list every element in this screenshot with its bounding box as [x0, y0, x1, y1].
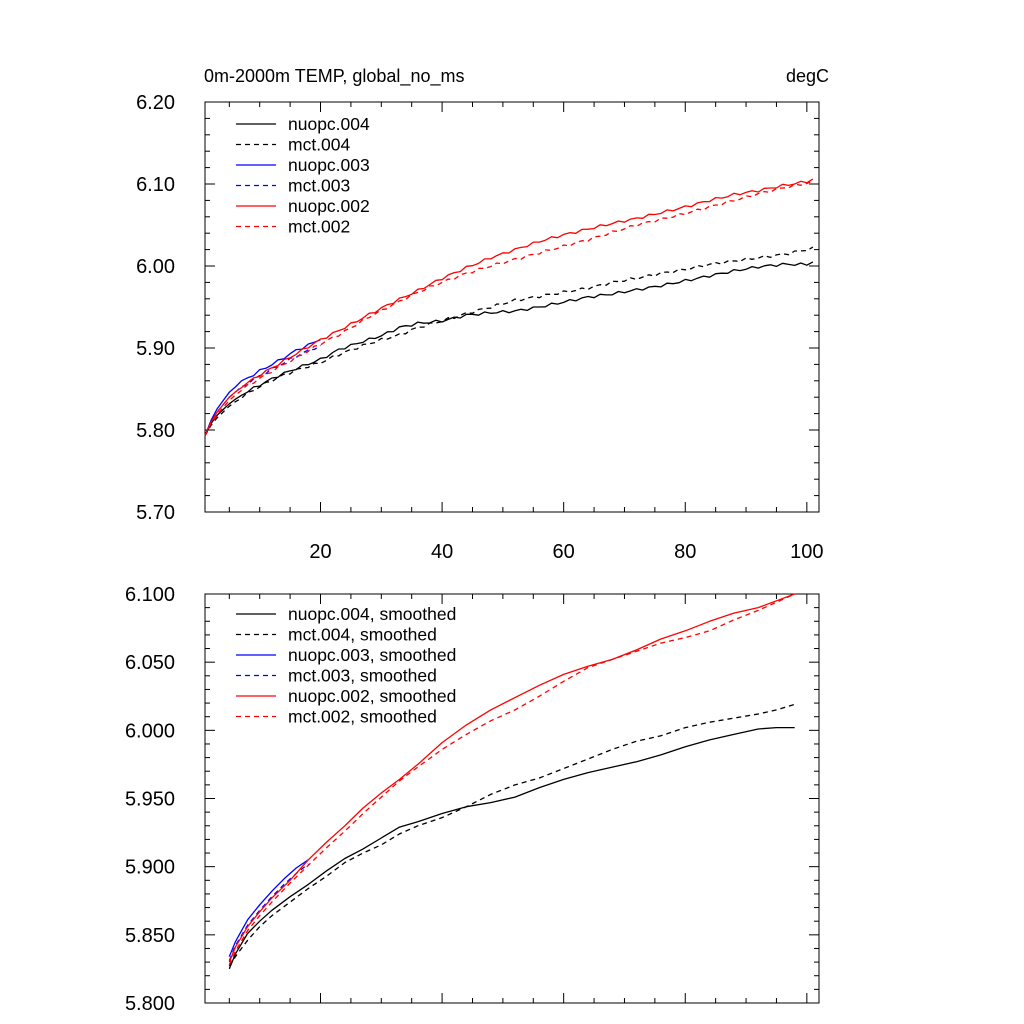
y-tick-label: 5.70 — [136, 502, 175, 524]
series-line-mct-003 — [204, 344, 321, 436]
chart-title-left: 0m-2000m TEMP, global_no_ms — [204, 66, 464, 87]
plot-frame — [204, 101, 820, 513]
series-line-nuopc-004 — [204, 261, 814, 436]
y-tick-label: 6.20 — [136, 92, 175, 114]
series-line-mct-004 — [204, 246, 814, 437]
legend-label: mct.003 — [288, 176, 350, 196]
y-tick-label: 5.850 — [125, 925, 175, 947]
legend-label: nuopc.002, smoothed — [288, 686, 456, 706]
legend-label: mct.004, smoothed — [288, 625, 437, 645]
legend-label: mct.003, smoothed — [288, 666, 437, 686]
top-panel-chart: 0m-2000m TEMP, global_no_ms degC 5.70 5.8… — [136, 66, 829, 563]
series-line-mct-004-smoothed — [228, 703, 795, 967]
series-line-nuopc-004-smoothed — [228, 726, 795, 970]
y-tick-label: 5.950 — [125, 789, 175, 811]
series-line-mct-002-smoothed — [228, 593, 795, 966]
chart-title-right: degC — [786, 66, 829, 86]
x-tick-label: 20 — [309, 541, 331, 563]
series-line-nuopc-002-smoothed — [228, 593, 795, 963]
y-tick-label: 6.10 — [136, 174, 175, 196]
x-tick-label: 60 — [553, 541, 575, 563]
y-tick-label: 6.00 — [136, 256, 175, 278]
y-tick-label: 6.100 — [125, 584, 175, 606]
legend-label: nuopc.004 — [288, 114, 370, 134]
legend-label: nuopc.004, smoothed — [288, 604, 456, 624]
y-tick-label: 5.800 — [125, 993, 175, 1015]
legend-label: nuopc.002 — [288, 196, 370, 216]
bottom-panel-chart: 5.800 5.850 5.900 5.950 6.000 6.050 6.100 nuopc… — [125, 584, 820, 1015]
legend-label: mct.002 — [288, 217, 350, 237]
y-tick-label: 5.80 — [136, 420, 175, 442]
series-line-nuopc-002 — [204, 178, 814, 436]
y-tick-label: 6.050 — [125, 652, 175, 674]
series-line-mct-002 — [204, 180, 814, 436]
legend-label: mct.004 — [288, 135, 351, 155]
series-line-nuopc-003 — [204, 339, 321, 436]
y-tick-label: 5.900 — [125, 857, 175, 879]
x-tick-label: 40 — [431, 541, 453, 563]
legend-label: nuopc.003, smoothed — [288, 645, 456, 665]
y-tick-label: 6.000 — [125, 720, 175, 742]
x-tick-label: 80 — [674, 541, 696, 563]
series-line-nuopc-003-smoothed — [228, 859, 309, 957]
y-tick-label: 5.90 — [136, 338, 175, 360]
x-tick-label: 100 — [790, 541, 823, 563]
legend-label: nuopc.003 — [288, 155, 370, 175]
legend-label: mct.002, smoothed — [288, 707, 437, 727]
